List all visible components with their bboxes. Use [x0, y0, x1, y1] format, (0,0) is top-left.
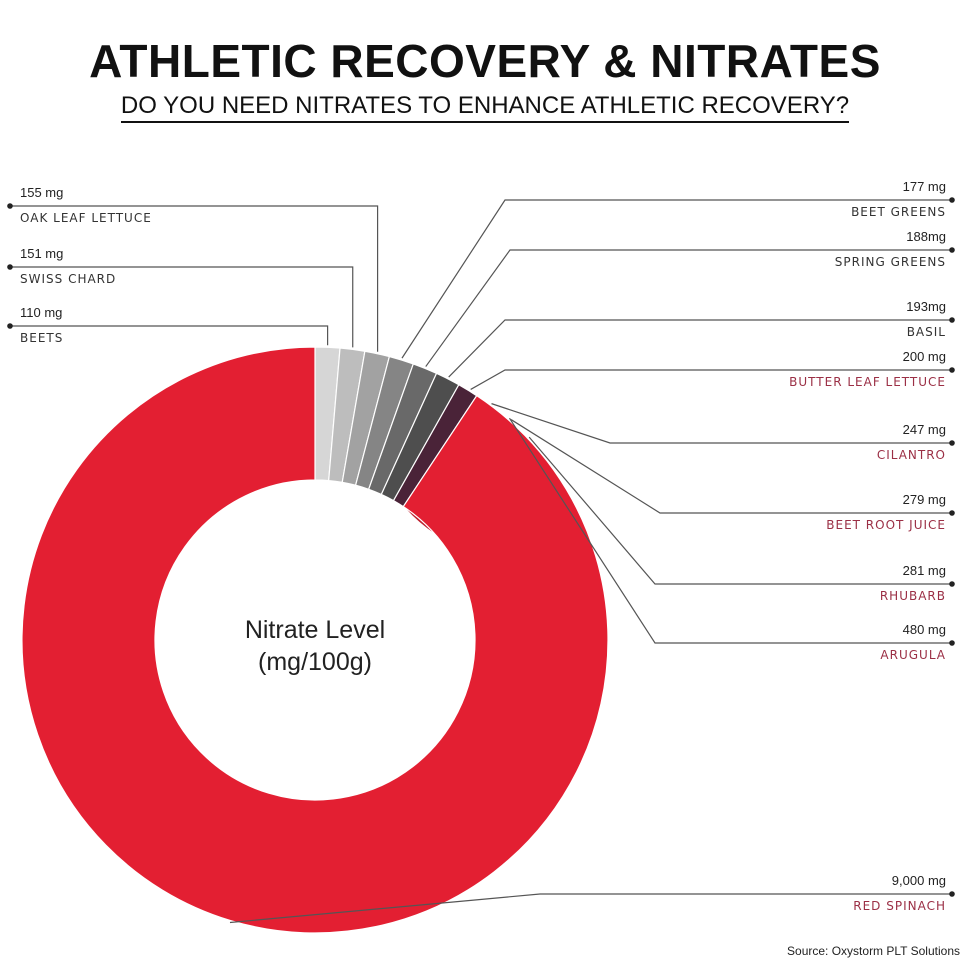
leader-dot-rhubarb: [949, 581, 955, 587]
leader-dot-beet-root-juice: [949, 510, 955, 516]
value-label-rhubarb: 281 mg: [903, 563, 946, 578]
name-label-rhubarb: RHUBARB: [880, 589, 946, 603]
name-label-oak-leaf-lettuce: OAK LEAF LETTUCE: [20, 211, 152, 225]
name-label-red-spinach: RED SPINACH: [853, 899, 946, 913]
name-label-cilantro: CILANTRO: [877, 448, 946, 462]
name-label-beets: BEETS: [20, 331, 63, 345]
value-label-beet-root-juice: 279 mg: [903, 492, 946, 507]
value-label-swiss-chard: 151 mg: [20, 246, 63, 261]
value-label-cilantro: 247 mg: [903, 422, 946, 437]
leader-line-oak-leaf-lettuce: [10, 205, 379, 352]
center-label-line-2: (mg/100g): [258, 648, 372, 676]
chart-title: ATHLETIC RECOVERY & NITRATES: [89, 35, 881, 87]
leader-dot-arugula: [949, 640, 955, 646]
slice-red-spinach: [21, 346, 609, 934]
leader-line-red-spinach: [229, 893, 952, 924]
name-label-arugula: ARUGULA: [880, 648, 946, 662]
leader-dot-beets: [7, 323, 13, 329]
leader-dot-basil: [949, 317, 955, 323]
leader-dot-spring-greens: [949, 247, 955, 253]
source-note: Source: Oxystorm PLT Solutions: [787, 944, 960, 958]
value-label-butter-leaf-lettuce: 200 mg: [903, 349, 946, 364]
leader-dot-cilantro: [949, 440, 955, 446]
leader-dot-beet-greens: [949, 197, 955, 203]
name-label-basil: BASIL: [907, 325, 946, 339]
value-label-spring-greens: 188mg: [906, 229, 946, 244]
leader-line-rhubarb: [528, 436, 952, 585]
name-label-spring-greens: SPRING GREENS: [835, 255, 946, 269]
value-label-arugula: 480 mg: [903, 622, 946, 637]
chart-subtitle-text: DO YOU NEED NITRATES TO ENHANCE ATHLETIC…: [120, 92, 850, 123]
name-label-beet-greens: BEET GREENS: [851, 205, 946, 219]
leader-line-beets: [10, 325, 329, 346]
leader-dot-oak-leaf-lettuce: [7, 203, 13, 209]
leader-line-swiss-chard: [10, 266, 354, 348]
leader-line-spring-greens: [425, 249, 952, 367]
leader-dot-butter-leaf-lettuce: [949, 367, 955, 373]
leader-line-arugula: [509, 417, 952, 644]
value-label-oak-leaf-lettuce: 155 mg: [20, 185, 63, 200]
value-label-basil: 193mg: [906, 299, 946, 314]
value-label-beet-greens: 177 mg: [903, 179, 946, 194]
name-label-beet-root-juice: BEET ROOT JUICE: [826, 518, 946, 532]
leader-line-basil: [448, 319, 952, 378]
name-label-swiss-chard: SWISS CHARD: [20, 272, 116, 286]
leader-line-cilantro: [491, 403, 952, 444]
leader-dot-red-spinach: [949, 891, 955, 897]
leader-line-butter-leaf-lettuce: [470, 369, 952, 390]
name-label-butter-leaf-lettuce: BUTTER LEAF LETTUCE: [789, 375, 946, 389]
center-label-line-1: Nitrate Level: [245, 616, 385, 644]
chart-subtitle: DO YOU NEED NITRATES TO ENHANCE ATHLETIC…: [0, 92, 970, 123]
value-label-beets: 110 mg: [20, 305, 62, 320]
value-label-red-spinach: 9,000 mg: [892, 873, 946, 888]
leader-line-beet-root-juice: [510, 419, 952, 514]
leader-line-beet-greens: [401, 199, 952, 359]
leader-dot-swiss-chard: [7, 264, 13, 270]
